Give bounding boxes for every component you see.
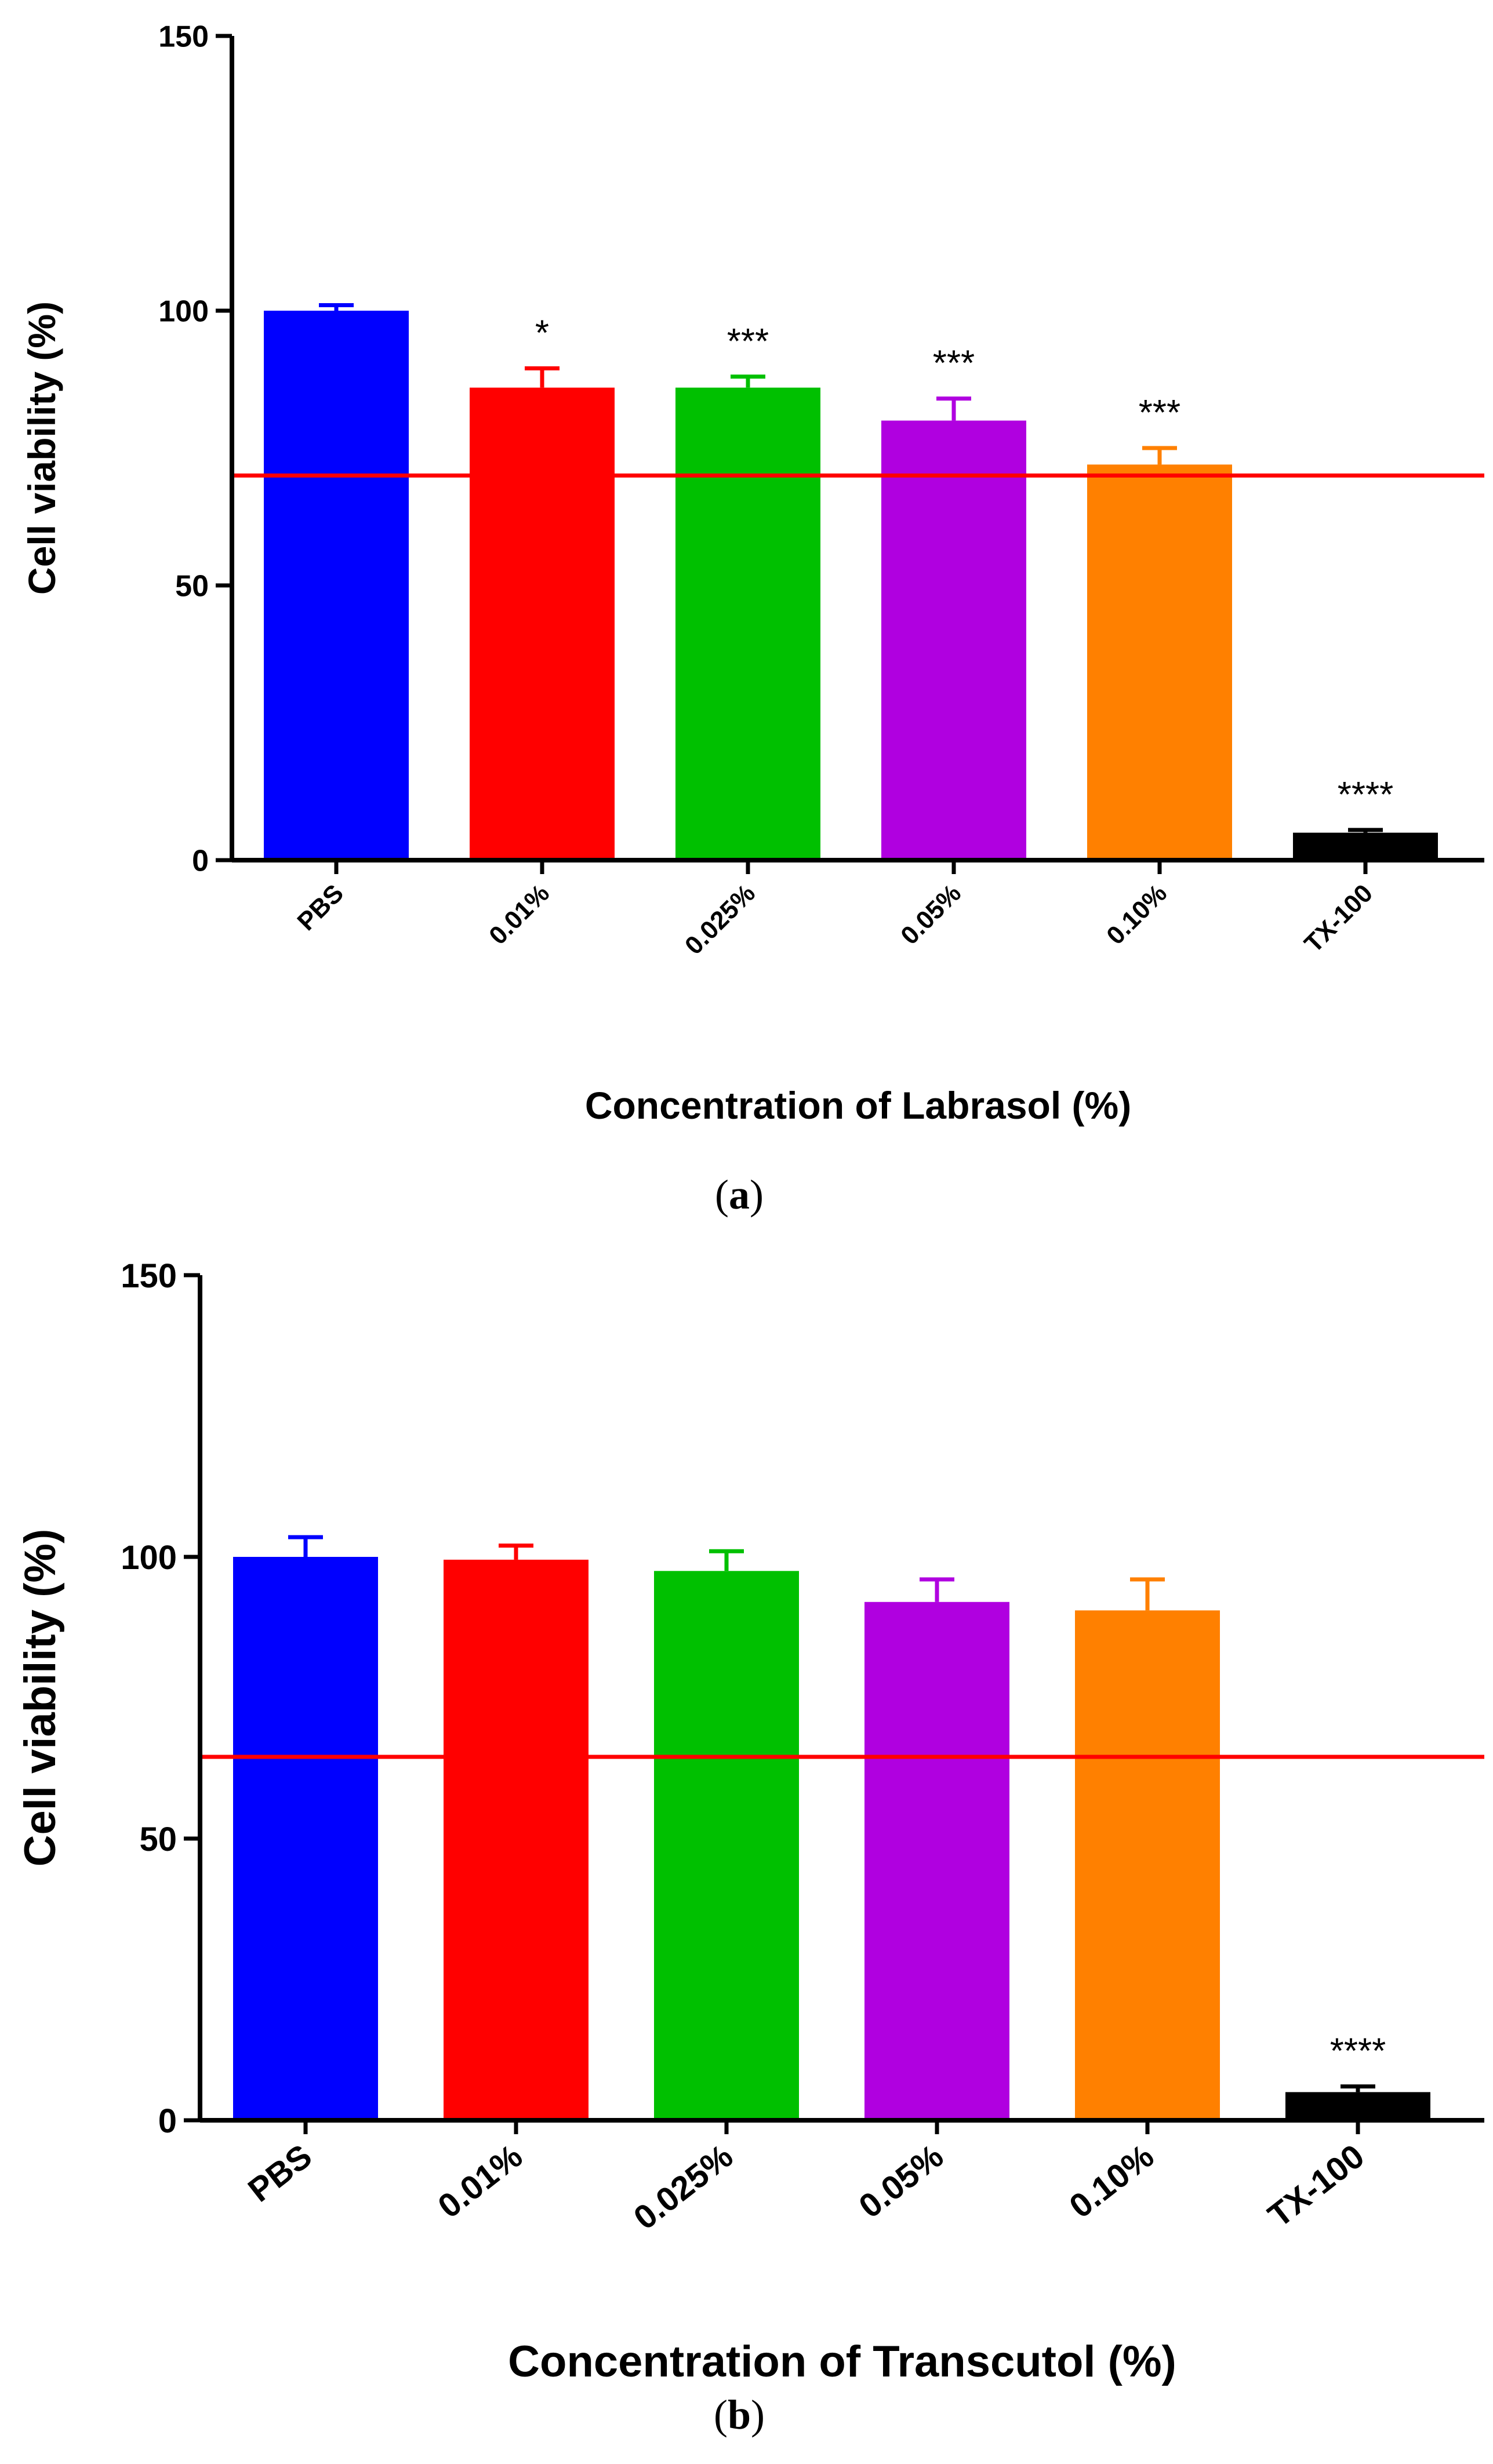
panel-a-y-tick-label: 50 xyxy=(175,570,209,603)
panel-a-y-tick-label: 100 xyxy=(158,295,209,329)
panel-b-bar-6 xyxy=(1285,2092,1430,2120)
panel-a-bar-3 xyxy=(675,387,820,860)
panel-b-category-label: PBS xyxy=(241,2137,319,2210)
panel-b-error-bar xyxy=(1130,1577,1165,1611)
panel-b-bar-5 xyxy=(1075,1610,1220,2120)
panel-b-caption: (b) xyxy=(714,2392,765,2438)
panel-a-bar-5 xyxy=(1087,464,1232,860)
panel-b-y-tick-label: 50 xyxy=(139,1821,177,1858)
panel-b-bar-1 xyxy=(233,1557,378,2120)
panel-a-category-label: 0.10% xyxy=(1101,879,1172,950)
panel-b-category-label: 0.025% xyxy=(627,2137,740,2237)
panel-b-bar-2 xyxy=(444,1559,589,2120)
panel-a-error-bar xyxy=(1348,828,1383,833)
panel-a-bar-6 xyxy=(1293,832,1438,860)
panel-a-significance-label: * xyxy=(535,314,549,354)
panel-a-significance-label: *** xyxy=(1139,393,1180,433)
panel-a-category-label: 0.025% xyxy=(680,879,761,960)
panel-a-significance-label: *** xyxy=(933,344,975,384)
panel-a-category-label: TX-100 xyxy=(1299,879,1378,958)
panel-a-bar-1 xyxy=(264,311,409,860)
panel-b-letter: b xyxy=(728,2392,751,2438)
panel-b-bar-4 xyxy=(864,1602,1009,2120)
panel-a-x-axis-title: Concentration of Labrasol (%) xyxy=(585,1084,1131,1127)
panel-a-category-label: 0.01% xyxy=(484,879,555,950)
panel-a-error-bar xyxy=(319,303,354,311)
panel-a-significance-label: *** xyxy=(727,322,769,362)
panel-b-error-bar xyxy=(1341,2084,1375,2092)
panel-a-category-label: PBS xyxy=(292,879,349,936)
panel-b-error-bar xyxy=(288,1535,323,1557)
panel-a-y-tick-label: 150 xyxy=(158,20,209,54)
panel-a-error-bar xyxy=(1142,446,1177,465)
panel-b-chart: PBS 0.01% 0.025% 0.05% 0.10% **** TX-100 0 50 100… xyxy=(16,1257,1484,2386)
panel-a-letter: a xyxy=(729,1171,750,1218)
panel-a-caption: (a) xyxy=(715,1171,764,1218)
panel-b-y-tick-label: 150 xyxy=(121,1257,177,1295)
panel-a-y-axis-title: Cell viability (%) xyxy=(20,301,63,595)
panel-b-error-bar xyxy=(920,1577,954,1602)
panel-b-error-bar xyxy=(709,1549,744,1571)
panel-b-category-label: 0.05% xyxy=(852,2137,950,2225)
panel-b-category-label: 0.01% xyxy=(431,2137,529,2225)
panel-b-error-bar xyxy=(499,1544,533,1560)
panel-a-error-bar xyxy=(525,366,560,388)
panel-b-category-label: 0.10% xyxy=(1062,2137,1161,2225)
panel-a-category-label: 0.05% xyxy=(895,879,967,950)
panel-b-bar-3 xyxy=(654,1571,799,2120)
panel-b-x-axis-title: Concentration of Transcutol (%) xyxy=(508,2337,1176,2386)
panel-a-significance-label: **** xyxy=(1338,775,1394,815)
panel-a-y-tick-label: 0 xyxy=(192,845,209,878)
panel-b-y-tick-label: 0 xyxy=(158,2102,177,2140)
panel-a-bar-4 xyxy=(881,420,1026,860)
panel-b-y-axis-title: Cell viability (%) xyxy=(16,1529,65,1867)
panel-a-error-bar xyxy=(731,374,765,388)
panel-a-error-bar xyxy=(936,396,971,421)
panel-b-category-label: TX-100 xyxy=(1261,2137,1371,2234)
panel-b-y-tick-label: 100 xyxy=(121,1539,177,1577)
panel-a-chart: PBS * 0.01% *** 0.025% *** 0.05% *** 0.10% **** TX… xyxy=(20,20,1484,1127)
panel-a-bar-2 xyxy=(470,387,615,860)
panel-b-significance-label: **** xyxy=(1330,2032,1386,2072)
